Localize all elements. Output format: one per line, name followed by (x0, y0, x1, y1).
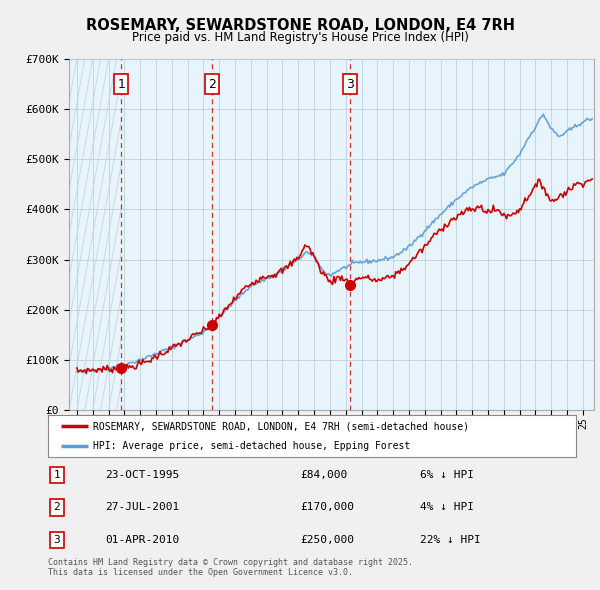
Text: 22% ↓ HPI: 22% ↓ HPI (420, 535, 481, 545)
Text: 1: 1 (118, 77, 125, 91)
Text: ROSEMARY, SEWARDSTONE ROAD, LONDON, E4 7RH: ROSEMARY, SEWARDSTONE ROAD, LONDON, E4 7… (86, 18, 515, 32)
Text: Contains HM Land Registry data © Crown copyright and database right 2025.
This d: Contains HM Land Registry data © Crown c… (48, 558, 413, 577)
Text: 1: 1 (53, 470, 61, 480)
Text: £170,000: £170,000 (300, 503, 354, 512)
Text: HPI: Average price, semi-detached house, Epping Forest: HPI: Average price, semi-detached house,… (93, 441, 410, 451)
Text: 23-OCT-1995: 23-OCT-1995 (105, 470, 179, 480)
Text: 27-JUL-2001: 27-JUL-2001 (105, 503, 179, 512)
Text: 4% ↓ HPI: 4% ↓ HPI (420, 503, 474, 512)
Text: Price paid vs. HM Land Registry's House Price Index (HPI): Price paid vs. HM Land Registry's House … (131, 31, 469, 44)
Text: 3: 3 (346, 77, 353, 91)
Text: £250,000: £250,000 (300, 535, 354, 545)
Text: ROSEMARY, SEWARDSTONE ROAD, LONDON, E4 7RH (semi-detached house): ROSEMARY, SEWARDSTONE ROAD, LONDON, E4 7… (93, 421, 469, 431)
Text: 2: 2 (208, 77, 217, 91)
Text: 3: 3 (53, 535, 61, 545)
Text: £84,000: £84,000 (300, 470, 347, 480)
Text: 2: 2 (53, 503, 61, 512)
Text: 01-APR-2010: 01-APR-2010 (105, 535, 179, 545)
Text: 6% ↓ HPI: 6% ↓ HPI (420, 470, 474, 480)
